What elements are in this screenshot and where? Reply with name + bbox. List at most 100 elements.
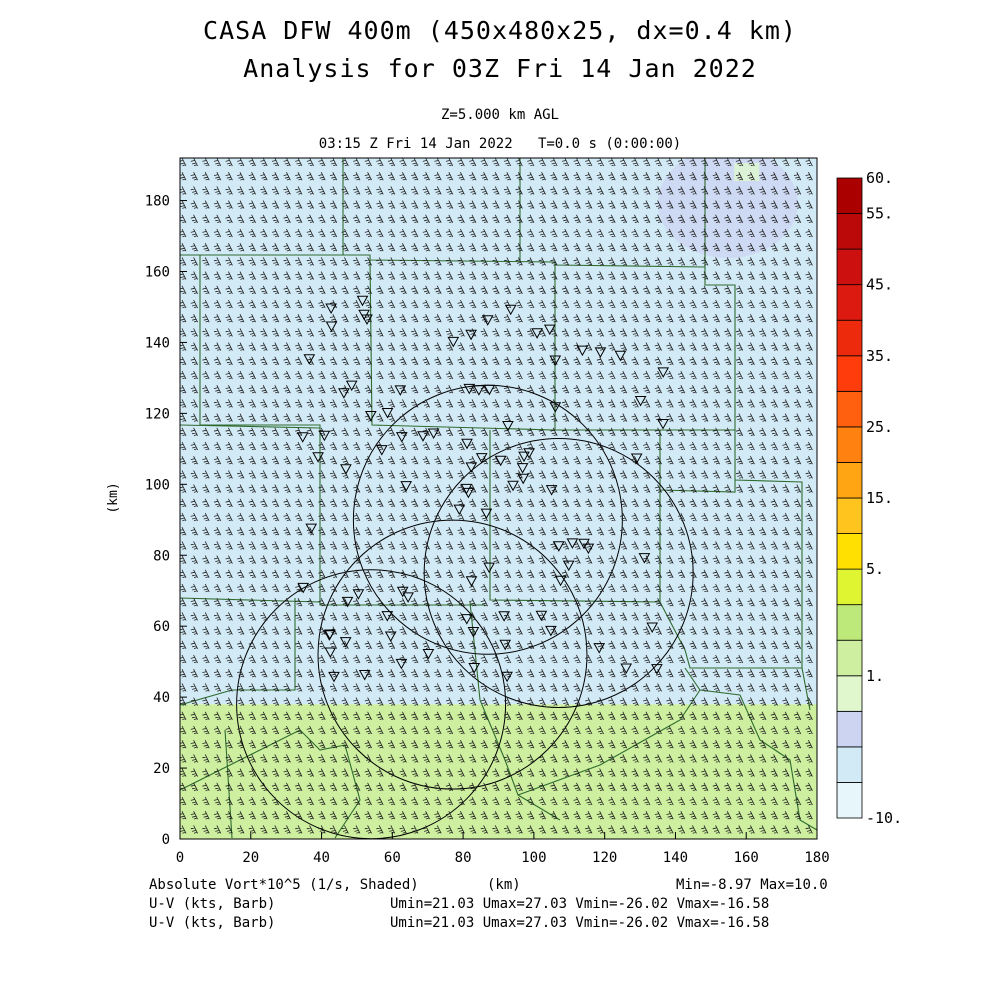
wind-barbs (180, 158, 813, 834)
station-marker (427, 428, 440, 440)
colorbar-cell (836, 319, 863, 357)
field-max: Max=10.0 (760, 877, 828, 893)
station-marker (358, 309, 370, 321)
county-border (180, 689, 233, 706)
station-marker (545, 485, 558, 496)
plot-title: CASA DFW 400m (450x480x25, dx=0.4 km) (203, 16, 797, 45)
station-marker (340, 464, 352, 475)
station-marker (318, 430, 331, 442)
county-border (517, 689, 701, 796)
station-marker (465, 576, 478, 587)
field-label: Absolute Vort*10^5 (1/s, Shaded) (149, 877, 419, 893)
colorbar-cell (836, 462, 863, 499)
station-marker (620, 663, 633, 675)
station-marker (417, 431, 429, 442)
y-tick-label: 20 (153, 761, 170, 777)
station-marker (549, 355, 562, 367)
colorbar-label: 45. (866, 276, 893, 294)
station-marker (297, 582, 310, 594)
colorbar-cell (836, 284, 863, 321)
station-marker (483, 562, 495, 574)
plot-frame (179, 157, 818, 840)
colorbar-cell (836, 497, 863, 534)
station-marker (535, 610, 548, 622)
station-marker (394, 385, 407, 396)
station-marker (657, 419, 669, 430)
x-tick-label: 40 (313, 850, 330, 866)
county-border (232, 598, 296, 691)
station-marker (562, 560, 575, 572)
colorbar-cell (836, 604, 863, 641)
station-marker (453, 504, 466, 516)
y-tick-label: 0 (162, 832, 170, 848)
station-marker (395, 658, 408, 670)
station-marker (502, 421, 514, 432)
time-label: 03:15 Z Fri 14 Jan 2022 T=0.0 s (0:00:00… (0, 136, 1000, 152)
station-marker (328, 671, 340, 683)
colorbar-cell (836, 248, 863, 286)
y-tick-label: 140 (145, 335, 170, 351)
station-marker (475, 453, 488, 464)
station-marker (352, 589, 365, 600)
colorbar-cell (836, 177, 863, 214)
colorbar-cell (836, 639, 863, 677)
colorbar-label: 55. (866, 205, 893, 223)
station-marker (364, 411, 377, 422)
colorbar-cell (836, 355, 863, 392)
station-marker (499, 639, 512, 651)
county-border (180, 424, 321, 429)
station-marker (501, 671, 513, 683)
colorbar-label: 35. (866, 347, 893, 365)
x-tick-label: 180 (804, 850, 829, 866)
colorbar-label: 5. (866, 560, 884, 578)
station-marker (465, 462, 478, 473)
county-border (704, 158, 736, 430)
station-marker (323, 630, 336, 641)
colorbar-cell (836, 710, 863, 748)
y-tick-label: 160 (145, 265, 170, 281)
colorbar-cell (836, 426, 863, 463)
plot-subtitle: Analysis for 03Z Fri 14 Jan 2022 (243, 54, 757, 83)
county-border (659, 601, 811, 711)
station-marker (531, 328, 543, 339)
valid-time: 03:15 Z Fri 14 Jan 2022 (318, 136, 513, 152)
colorbar-cell (836, 533, 863, 570)
county-border (224, 729, 233, 839)
y-tick-label: 40 (153, 690, 170, 706)
station-marker (325, 303, 337, 315)
station-marker (305, 523, 318, 535)
station-marker (593, 643, 606, 654)
x-tick-label: 20 (242, 850, 259, 866)
station-marker (375, 445, 388, 456)
wind-barb-field (180, 158, 813, 834)
x-axis: 0 20 40 60 80 100 120 140 160 180 (176, 832, 830, 866)
x-axis-title: (km) (487, 877, 521, 893)
vorticity-shading (180, 158, 817, 839)
station-marker (461, 438, 473, 450)
colorbar: 60. 55. 45. 35. 25. 15. 5. 1. -10. (836, 169, 902, 827)
station-marker (638, 553, 651, 564)
station-marker (614, 350, 627, 362)
y-tick-label: 120 (145, 406, 170, 422)
vector-label-2: U-V (kts, Barb) (149, 915, 276, 931)
station-marker (543, 324, 556, 336)
x-tick-label: 120 (592, 850, 617, 866)
station-marker (460, 483, 473, 495)
x-tick-label: 100 (521, 850, 546, 866)
y-tick-label: 100 (145, 477, 170, 493)
colorbar-label: -10. (866, 809, 902, 827)
station-marker (384, 631, 397, 643)
station-marker (552, 541, 565, 552)
station-marker (504, 304, 517, 316)
station-marker (381, 408, 394, 419)
station-marker (576, 345, 589, 357)
station-marker (447, 336, 460, 348)
station-marker (498, 611, 510, 622)
colorbar-label: 15. (866, 489, 893, 507)
colorbar-label: 1. (866, 667, 884, 685)
county-border (659, 480, 736, 493)
station-marker (303, 354, 316, 365)
station-marker (651, 664, 663, 675)
station-marker (523, 448, 535, 459)
station-marker (324, 647, 337, 659)
